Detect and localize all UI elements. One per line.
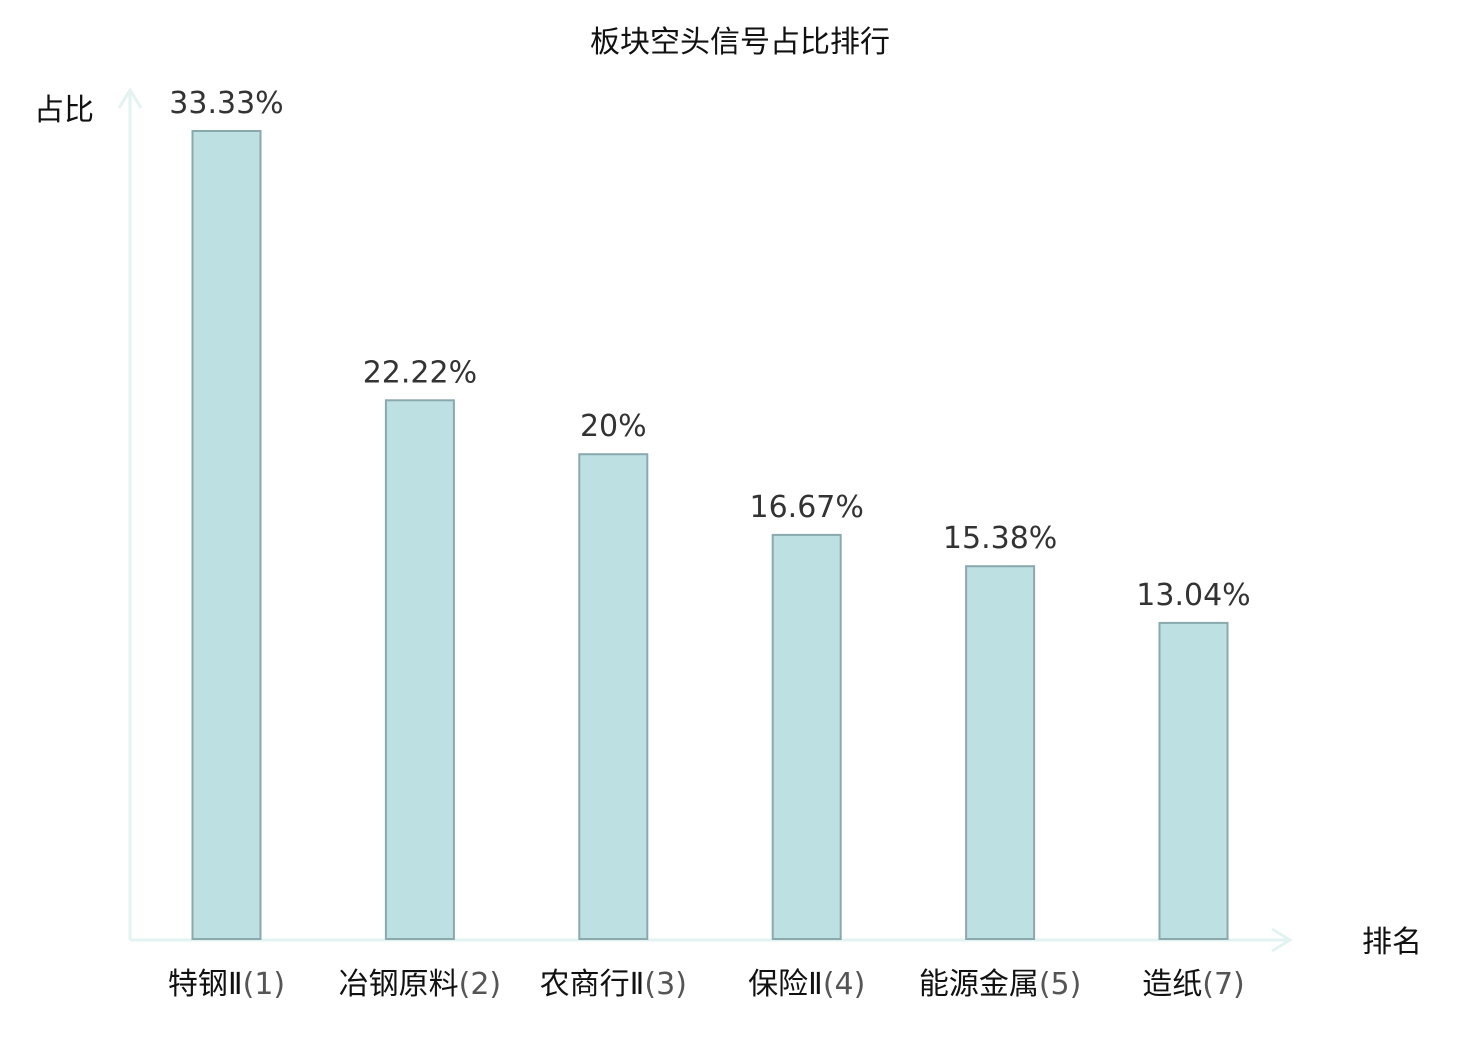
category-name-4: 保险Ⅱ — [748, 967, 823, 1002]
bar-4 — [771, 533, 842, 941]
data-label-4: 16.67% — [750, 490, 864, 525]
category-name-2: 冶钢原料 — [339, 967, 459, 1002]
category-rank-4: (4) — [823, 967, 866, 1002]
category-rank-2: (2) — [459, 967, 502, 1002]
data-label-1: 33.33% — [169, 86, 283, 121]
bar-5 — [965, 565, 1036, 940]
bar-6 — [1158, 621, 1229, 941]
category-name-5: 能源金属 — [919, 967, 1039, 1002]
category-label-3: 农商行Ⅱ(3) — [540, 967, 687, 1002]
x-axis-arrow — [1271, 927, 1293, 953]
category-rank-3: (3) — [644, 967, 687, 1002]
x-axis-title: 排名 — [1362, 925, 1422, 960]
category-rank-6: (7) — [1202, 967, 1245, 1002]
category-rank-1: (1) — [243, 967, 286, 1002]
category-rank-5: (5) — [1039, 967, 1082, 1002]
category-label-5: 能源金属(5) — [919, 967, 1082, 1002]
category-label-6: 造纸(7) — [1142, 967, 1245, 1002]
data-label-5: 15.38% — [943, 521, 1057, 556]
data-label-6: 13.04% — [1136, 578, 1250, 613]
category-name-6: 造纸 — [1142, 967, 1202, 1002]
category-name-1: 特钢Ⅱ — [168, 967, 243, 1002]
chart-title: 板块空头信号占比排行 — [590, 25, 890, 60]
category-label-1: 特钢Ⅱ(1) — [168, 967, 285, 1002]
data-label-3: 20% — [580, 409, 647, 444]
category-name-3: 农商行Ⅱ — [540, 967, 645, 1002]
bar-2 — [384, 399, 455, 940]
y-axis-arrow — [117, 87, 143, 109]
category-label-2: 冶钢原料(2) — [339, 967, 502, 1002]
bar-3 — [578, 453, 649, 940]
bars-group: 33.33% 特钢Ⅱ(1) 22.22% 冶钢原料(2) 20% 农商行Ⅱ(3) 16.67… — [168, 86, 1251, 1002]
bar-1 — [191, 130, 262, 940]
y-axis-title: 占比 — [34, 93, 94, 128]
category-label-4: 保险Ⅱ(4) — [748, 967, 865, 1002]
data-label-2: 22.22% — [363, 355, 477, 390]
